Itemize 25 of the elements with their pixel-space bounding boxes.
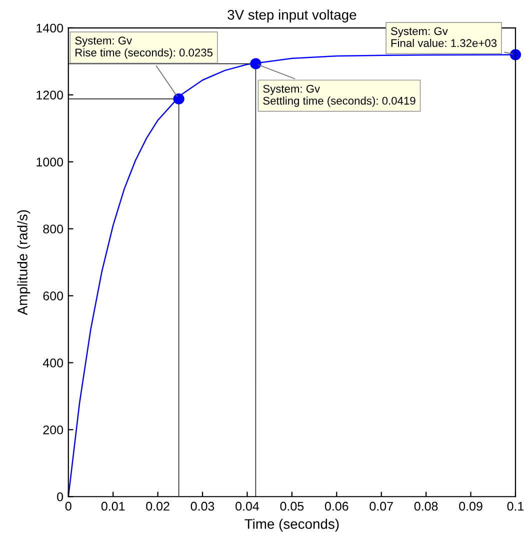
x-tick-label: 0.05 — [280, 502, 304, 511]
annotation: System: Gv Final value: 1.32e+03 — [390, 27, 497, 48]
y-tick-label: 800 — [43, 224, 64, 234]
x-tick-label: 0.1 — [507, 502, 524, 511]
y-tick-label: 1200 — [36, 90, 64, 100]
x-tick-label: 0 — [65, 502, 72, 511]
x-tick-label: 0.08 — [414, 502, 438, 511]
y-tick-label: 400 — [42, 358, 64, 368]
x-tick-label: 0.02 — [146, 502, 170, 511]
x-tick-label: 0.07 — [370, 502, 393, 511]
annotation: System: Gv Rise time (seconds): 0.0235 — [75, 36, 213, 59]
x-tick-label: 0.04 — [236, 502, 260, 511]
y-tick-label: 600 — [43, 292, 64, 300]
y-tick-label: 200 — [43, 425, 64, 434]
x-tick-label: 0.09 — [459, 502, 482, 511]
x-tick-label: 0.06 — [324, 502, 348, 511]
y-tick-label: 1400 — [36, 24, 64, 33]
chart-title: 3V step input voltage — [228, 10, 356, 22]
y-axis-title: Amplitude (rad/s) — [17, 210, 30, 316]
x-tick-label: 0.03 — [190, 502, 214, 511]
x-tick-label: 0.01 — [101, 502, 125, 511]
annotation: System: Gv Settling time (seconds): 0.0419 — [263, 84, 416, 107]
y-tick-label: 0 — [57, 492, 64, 502]
y-tick-label: 1000 — [36, 158, 64, 166]
x-axis-title: Time (seconds) — [244, 518, 339, 532]
